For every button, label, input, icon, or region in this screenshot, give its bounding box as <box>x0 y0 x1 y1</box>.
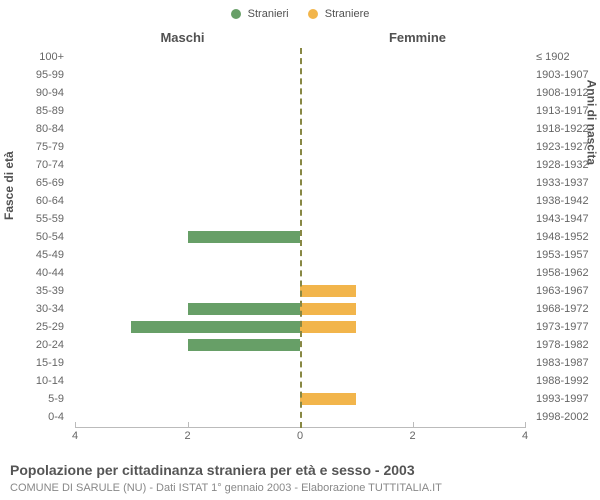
age-label: 85-89 <box>0 102 64 120</box>
birth-label: 1978-1982 <box>536 336 600 354</box>
birth-label: 1953-1957 <box>536 246 600 264</box>
chart-title: Popolazione per cittadinanza straniera p… <box>10 462 415 478</box>
legend-swatch-males <box>231 9 241 19</box>
age-label: 40-44 <box>0 264 64 282</box>
legend-swatch-females <box>308 9 318 19</box>
x-tick-label: 2 <box>409 430 415 442</box>
birth-label: 1933-1937 <box>536 174 600 192</box>
age-label: 100+ <box>0 48 64 66</box>
age-label: 45-49 <box>0 246 64 264</box>
age-label: 30-34 <box>0 300 64 318</box>
bar-females <box>300 303 356 315</box>
birth-label: 1963-1967 <box>536 282 600 300</box>
bar-males <box>188 303 301 315</box>
x-tick-label: 4 <box>522 430 528 442</box>
zero-axis-line <box>300 48 302 428</box>
plot-half-males <box>75 48 300 428</box>
birth-label: 1973-1977 <box>536 318 600 336</box>
bar-females <box>300 321 356 333</box>
birth-label: 1918-1922 <box>536 120 600 138</box>
age-label: 60-64 <box>0 192 64 210</box>
age-label: 65-69 <box>0 174 64 192</box>
age-label: 75-79 <box>0 138 64 156</box>
legend-item-females: Straniere <box>308 8 370 20</box>
birth-label: 1998-2002 <box>536 408 600 426</box>
column-title-females: Femmine <box>310 30 525 45</box>
birth-label: 1993-1997 <box>536 390 600 408</box>
bar-males <box>188 231 301 243</box>
legend-label-males: Stranieri <box>248 8 289 20</box>
y-labels-birth: ≤ 19021903-19071908-19121913-19171918-19… <box>530 48 600 428</box>
birth-label: 1908-1912 <box>536 84 600 102</box>
birth-label: 1948-1952 <box>536 228 600 246</box>
legend-label-females: Straniere <box>325 8 370 20</box>
plot-area: 42024 <box>75 48 525 428</box>
age-label: 95-99 <box>0 66 64 84</box>
age-label: 90-94 <box>0 84 64 102</box>
x-tick-label: 0 <box>297 430 303 442</box>
birth-label: 1923-1927 <box>536 138 600 156</box>
birth-label: 1938-1942 <box>536 192 600 210</box>
age-label: 70-74 <box>0 156 64 174</box>
birth-label: 1988-1992 <box>536 372 600 390</box>
bar-females <box>300 285 356 297</box>
birth-label: 1968-1972 <box>536 300 600 318</box>
age-label: 55-59 <box>0 210 64 228</box>
birth-label: 1943-1947 <box>536 210 600 228</box>
age-label: 20-24 <box>0 336 64 354</box>
birth-label: 1903-1907 <box>536 66 600 84</box>
bar-females <box>300 393 356 405</box>
age-label: 5-9 <box>0 390 64 408</box>
plot-half-females <box>300 48 525 428</box>
chart-subtitle: COMUNE DI SARULE (NU) - Dati ISTAT 1° ge… <box>10 482 442 494</box>
age-label: 80-84 <box>0 120 64 138</box>
x-axis-ticks: 4 2 0 2 4 <box>75 430 525 446</box>
population-pyramid-chart: Stranieri Straniere Maschi Femmine Fasce… <box>0 0 600 500</box>
age-label: 35-39 <box>0 282 64 300</box>
age-label: 10-14 <box>0 372 64 390</box>
age-label: 25-29 <box>0 318 64 336</box>
legend-item-males: Stranieri <box>231 8 289 20</box>
x-tick-label: 4 <box>72 430 78 442</box>
birth-label: ≤ 1902 <box>536 48 600 66</box>
bar-males <box>188 339 301 351</box>
y-labels-age: 100+95-9990-9485-8980-8475-7970-7465-696… <box>0 48 70 428</box>
birth-label: 1913-1917 <box>536 102 600 120</box>
legend: Stranieri Straniere <box>0 8 600 20</box>
bar-males <box>131 321 300 333</box>
birth-label: 1958-1962 <box>536 264 600 282</box>
age-label: 50-54 <box>0 228 64 246</box>
birth-label: 1928-1932 <box>536 156 600 174</box>
birth-label: 1983-1987 <box>536 354 600 372</box>
x-tick-label: 2 <box>184 430 190 442</box>
column-title-males: Maschi <box>75 30 290 45</box>
age-label: 0-4 <box>0 408 64 426</box>
age-label: 15-19 <box>0 354 64 372</box>
